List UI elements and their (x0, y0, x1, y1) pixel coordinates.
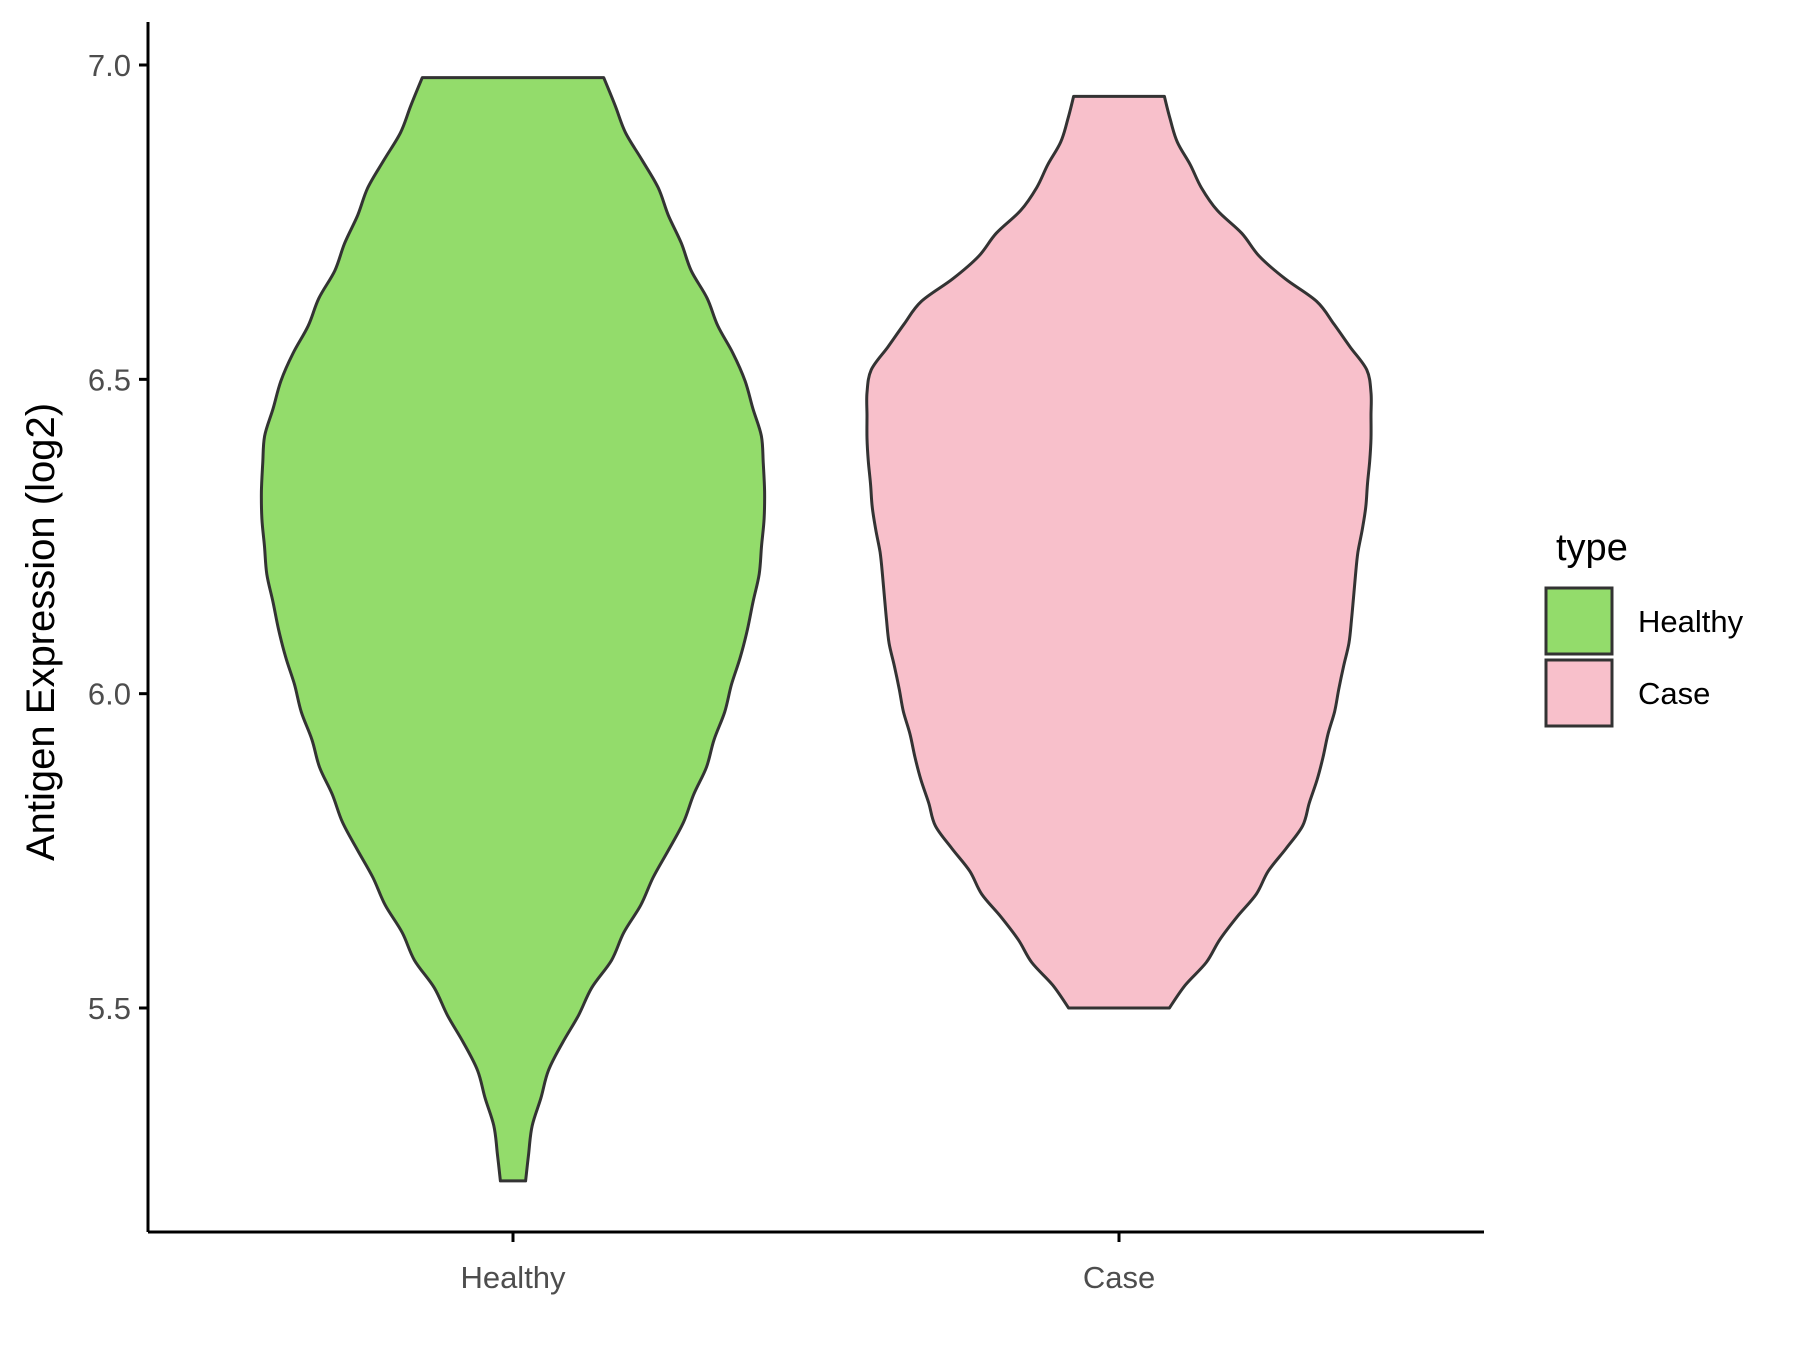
y-tick-label: 6.0 (88, 677, 131, 712)
legend-key-healthy (1544, 586, 1614, 656)
violin-case (865, 94, 1373, 1010)
y-tick-label: 5.5 (88, 991, 131, 1026)
violin-healthy (259, 76, 767, 1183)
violins-layer (259, 76, 1373, 1183)
x-axis-ticks: Healthy Case (460, 1232, 1155, 1295)
legend-label-case: Case (1638, 676, 1710, 711)
y-axis-title: Antigen Expression (log2) (19, 403, 63, 861)
legend-label-healthy: Healthy (1638, 604, 1744, 639)
y-axis-ticks: 5.5 6.0 6.5 7.0 (88, 48, 148, 1026)
legend: type Healthy Case (1544, 527, 1744, 728)
y-tick-label: 7.0 (88, 48, 131, 83)
legend-title: type (1556, 527, 1628, 569)
x-tick-label: Healthy (460, 1260, 566, 1295)
x-tick-label: Case (1083, 1260, 1155, 1295)
legend-key-case (1544, 658, 1614, 728)
y-tick-label: 6.5 (88, 362, 131, 397)
